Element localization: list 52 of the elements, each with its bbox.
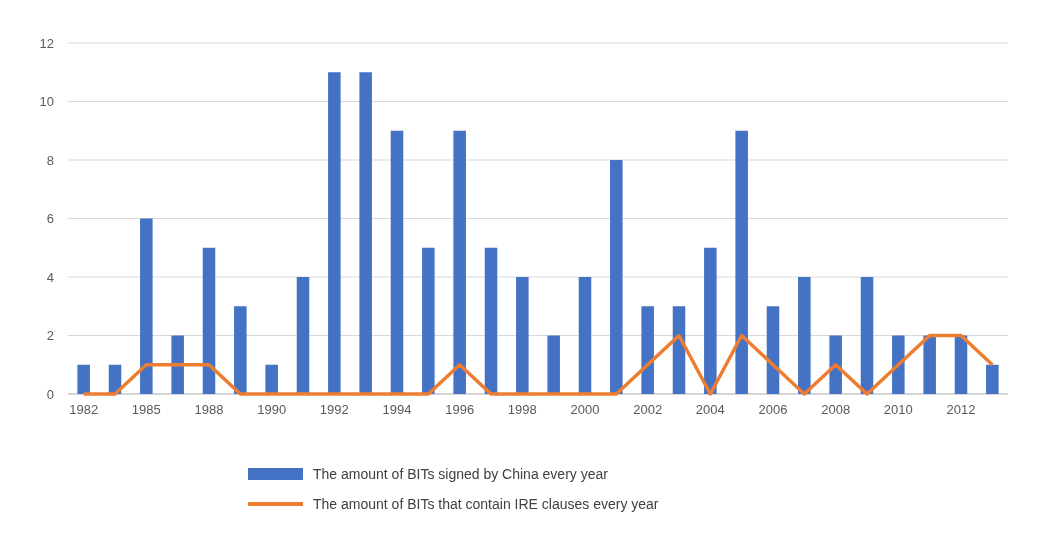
bar (923, 335, 936, 394)
x-tick-label: 2000 (570, 402, 600, 417)
bar (610, 160, 623, 394)
bar (359, 72, 372, 394)
bar (296, 277, 310, 394)
bar (892, 335, 905, 394)
bar (954, 335, 968, 394)
y-tick-label: 4 (46, 269, 54, 285)
bar (453, 130, 466, 394)
x-tick-label: 2002 (633, 402, 663, 417)
x-tick-label: 1996 (445, 402, 475, 417)
bar (641, 306, 654, 394)
x-tick-label: 1985 (131, 402, 161, 417)
x-tick-label: 1982 (69, 402, 99, 417)
y-tick-label: 6 (46, 211, 54, 227)
x-tick-label: 1992 (319, 402, 349, 417)
legend-label: The amount of BITs signed by China every year (313, 465, 609, 482)
bar (798, 277, 811, 394)
bar (829, 335, 842, 394)
y-tick-label: 10 (39, 94, 54, 110)
y-tick-label: 12 (39, 35, 54, 51)
y-tick-label: 0 (46, 386, 54, 402)
bar (234, 306, 247, 394)
x-tick-label: 2008 (821, 402, 851, 417)
bar (986, 364, 999, 394)
bar (328, 72, 341, 394)
x-tick-label: 2006 (758, 402, 788, 417)
bar (735, 130, 748, 394)
bar (704, 247, 717, 394)
bar (766, 306, 780, 394)
bar (202, 247, 216, 394)
y-tick-label: 8 (46, 152, 54, 168)
y-tick-label: 2 (46, 328, 54, 344)
bar (547, 335, 560, 394)
bar (422, 247, 435, 394)
bar (265, 364, 278, 394)
legend-label: The amount of BITs that contain IRE clauses every year (313, 495, 659, 512)
x-tick-label: 2004 (695, 402, 725, 417)
x-tick-label: 2012 (946, 402, 976, 417)
bar (860, 277, 874, 394)
bar (77, 364, 90, 394)
x-tick-label: 2010 (883, 402, 913, 417)
x-tick-label: 1994 (382, 402, 412, 417)
bar (578, 277, 592, 394)
bar (171, 335, 184, 394)
bar (390, 130, 404, 394)
x-tick-label: 1998 (507, 402, 537, 417)
x-tick-label: 1990 (257, 402, 287, 417)
x-tick-label: 1988 (194, 402, 224, 417)
bar (484, 247, 498, 394)
bar (516, 277, 529, 394)
bar (140, 218, 153, 394)
